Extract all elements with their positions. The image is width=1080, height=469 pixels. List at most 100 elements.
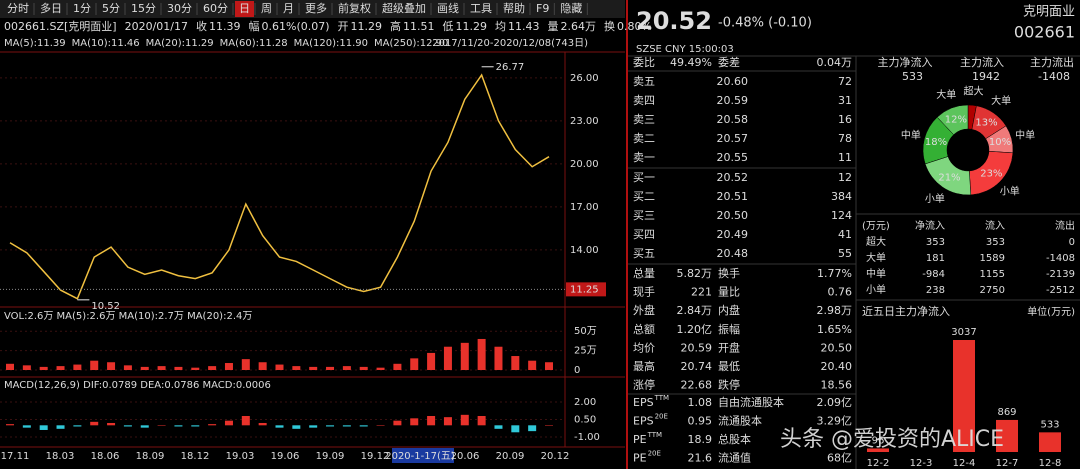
fund-sup: TTM xyxy=(647,431,662,439)
bar xyxy=(157,366,166,370)
toolbar-tab[interactable]: 1分 xyxy=(73,2,91,15)
info-text: 幅 xyxy=(249,20,260,33)
book-volume: 384 xyxy=(831,190,852,203)
info-text: 11.29 xyxy=(456,20,488,33)
toolbar-tab[interactable]: 隐藏 xyxy=(560,2,582,15)
y-tick-label: 25万 xyxy=(574,346,597,357)
book-price: 20.60 xyxy=(717,75,749,88)
toolbar-tab[interactable]: 工具 xyxy=(470,2,492,15)
bar xyxy=(443,346,452,370)
info-text: 低 xyxy=(443,20,454,33)
range-label: 2017/11/20-2020/12/08(743日) xyxy=(432,38,588,49)
stat-label: 涨停 xyxy=(633,378,655,392)
toolbar-tab[interactable]: 前复权 xyxy=(338,1,371,15)
book-label: 买三 xyxy=(633,209,655,222)
fund-label: PE xyxy=(633,452,647,465)
x-tick-label: 18.09 xyxy=(136,451,165,462)
fund-value: 2.09亿 xyxy=(817,396,853,409)
toolbar-tab[interactable]: 15分 xyxy=(131,2,156,15)
stat-value: 1.65% xyxy=(817,323,852,336)
weibi: 0.04万 xyxy=(817,56,853,69)
stat-value: 1.77% xyxy=(817,267,852,280)
ma-legend: MA(20):11.29 xyxy=(146,38,214,49)
bars-unit: 单位(万元) xyxy=(1027,305,1075,318)
bar xyxy=(376,367,385,370)
toolbar-tab[interactable]: 多日 xyxy=(40,1,62,15)
book-label: 卖五 xyxy=(633,75,655,88)
stat-value: 5.82万 xyxy=(677,267,713,280)
info-text: 换 xyxy=(604,19,615,33)
stat-value: 18.56 xyxy=(821,379,853,392)
book-label: 买五 xyxy=(633,247,655,260)
bar xyxy=(528,425,537,432)
slice-label: 10% xyxy=(989,137,1011,148)
flow-table-cell: 1155 xyxy=(980,269,1005,280)
info-text: 收 xyxy=(196,19,207,33)
bar xyxy=(90,360,99,370)
bars-title: 近五日主力净流入 xyxy=(862,304,950,318)
fund-label: 自由流通股本 xyxy=(718,395,784,409)
fund-sup: 20E xyxy=(655,413,668,421)
toolbar-tab[interactable]: 分时 xyxy=(7,2,29,15)
bar xyxy=(275,425,284,428)
bar xyxy=(22,365,31,370)
toolbar-tab[interactable]: 超级叠加 xyxy=(382,1,426,15)
donut-slice xyxy=(936,104,969,136)
flow-table-header: 流出 xyxy=(1055,219,1075,232)
low-label: 10.52 xyxy=(91,301,120,312)
y-tick-label: 17.00 xyxy=(570,202,599,213)
toolbar-tab[interactable]: 60分 xyxy=(203,2,228,15)
info-text: 开 xyxy=(338,20,349,33)
stat-value: 20.40 xyxy=(821,360,853,373)
bar xyxy=(6,424,14,426)
ma-legend: MA(5):11.39 xyxy=(4,38,66,49)
toolbar-tab[interactable]: 5分 xyxy=(102,2,120,15)
y-tick-label: 50万 xyxy=(574,326,597,337)
bar xyxy=(208,366,217,370)
bar xyxy=(342,366,351,370)
toolbar-tab[interactable]: 月 xyxy=(283,2,294,15)
bar xyxy=(107,422,116,426)
slice-label: 12% xyxy=(945,114,967,125)
toolbar-tab[interactable]: 更多 xyxy=(305,1,327,15)
toolbar-tab[interactable]: 帮助 xyxy=(503,1,525,15)
fund-value: 21.6 xyxy=(688,452,713,465)
stat-label: 均价 xyxy=(633,341,655,354)
toolbar-tab[interactable]: 周 xyxy=(261,2,272,15)
x-tick-label: 20.12 xyxy=(541,451,570,462)
slice-name: 超大 xyxy=(964,84,984,97)
bar xyxy=(996,419,1018,452)
book-volume: 55 xyxy=(838,247,852,260)
bar-value: 3037 xyxy=(951,327,976,338)
bar xyxy=(359,425,368,427)
fund-value: 0.95 xyxy=(688,415,713,428)
info-text: 11.39 xyxy=(209,20,241,33)
bar xyxy=(208,424,217,426)
ma-legend: MA(120):11.90 xyxy=(294,38,368,49)
toolbar-tab[interactable]: 画线 xyxy=(437,1,459,15)
bar-value: 533 xyxy=(1040,419,1059,430)
info-text: 高 xyxy=(390,19,401,33)
y-tick-label: 0 xyxy=(574,365,580,376)
toolbar-tab[interactable]: 日 xyxy=(239,2,250,15)
bar xyxy=(241,415,250,426)
fund-value: 1.08 xyxy=(688,396,713,409)
toolbar-tab[interactable]: 30分 xyxy=(167,2,192,15)
stat-label: 内盘 xyxy=(718,303,740,317)
bar xyxy=(545,425,553,426)
bar xyxy=(6,363,14,370)
toolbar-tab[interactable]: F9 xyxy=(536,2,549,15)
bar xyxy=(56,366,65,370)
book-label: 买四 xyxy=(633,228,655,241)
y-tick-label: 23.00 xyxy=(570,116,599,127)
bar-category: 12-4 xyxy=(953,458,976,469)
bar xyxy=(292,425,301,429)
stock-name: 克明面业 xyxy=(1023,5,1075,20)
price: 20.52 xyxy=(636,7,712,35)
book-volume: 16 xyxy=(838,113,852,126)
book-label: 买一 xyxy=(633,171,655,184)
fund-value: 68亿 xyxy=(827,452,852,465)
book-price: 20.52 xyxy=(717,171,749,184)
bar xyxy=(477,415,486,426)
bar xyxy=(427,352,436,370)
